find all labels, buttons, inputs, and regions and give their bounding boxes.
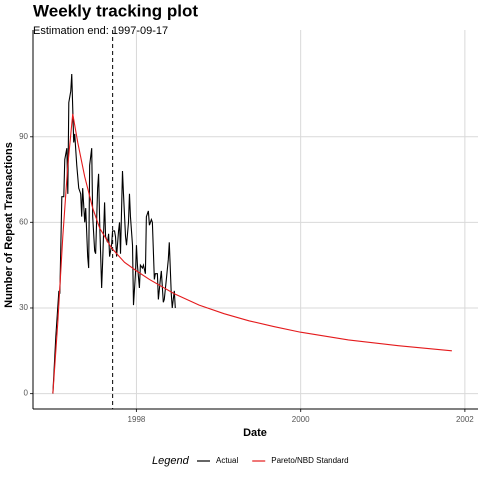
legend-title: Legend [152, 455, 190, 467]
series-line [52, 73, 176, 394]
y-tick-label: 90 [19, 132, 28, 141]
x-tick-label: 2002 [456, 415, 474, 424]
x-axis-label: Date [243, 427, 267, 439]
y-tick-label: 0 [24, 389, 29, 398]
y-axis-label: Number of Repeat Transactions [3, 142, 15, 308]
x-tick-label: 1998 [128, 415, 146, 424]
legend-label: Pareto/NBD Standard [271, 456, 348, 465]
chart-subtitle: Estimation end: 1997-09-17 [33, 25, 168, 37]
y-tick-label: 60 [19, 217, 28, 226]
x-tick-label: 2000 [292, 415, 310, 424]
chart-title: Weekly tracking plot [33, 1, 198, 20]
y-tick-label: 30 [19, 303, 28, 312]
legend-label: Actual [216, 456, 238, 465]
series-line [52, 113, 452, 394]
